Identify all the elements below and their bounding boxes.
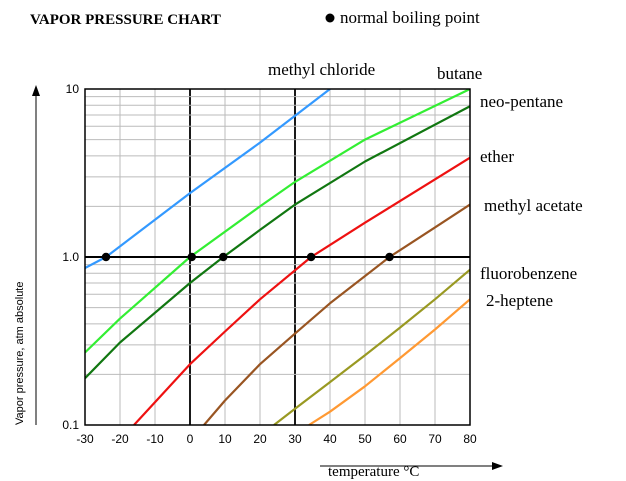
boiling-point-legend-label: normal boiling point — [340, 8, 480, 27]
series-line-neo-pentane — [85, 105, 470, 379]
x-tick-label: -30 — [76, 432, 94, 446]
boiling-point-marker — [101, 252, 111, 262]
y-tick-label: 1.0 — [62, 250, 79, 264]
x-tick-label: 20 — [253, 432, 267, 446]
y-tick-label: 0.1 — [62, 418, 79, 432]
series-label-fluorobenzene: fluorobenzene — [480, 264, 577, 283]
series-label-butane: butane — [437, 64, 482, 83]
plot-frame — [84, 88, 471, 426]
boiling-point-marker — [385, 252, 394, 262]
y-tick-label: 10 — [66, 82, 80, 96]
series-lines — [85, 89, 470, 425]
boiling-point-legend-marker — [325, 13, 335, 23]
x-axis-label: temperature °C — [328, 464, 419, 480]
chart-title: VAPOR PRESSURE CHART — [30, 12, 221, 28]
grid — [84, 89, 471, 425]
x-tick-labels: -30 -20 -10 0 10 20 30 40 50 60 70 80 — [76, 432, 477, 446]
y-tick-labels: 0.1 1.0 10 — [62, 82, 79, 432]
series-line-butane — [85, 89, 470, 354]
series-label-neo-pentane: neo-pentane — [480, 92, 563, 111]
series-line-2-heptene — [308, 298, 470, 425]
series-label-methyl-chloride: methyl chloride — [268, 60, 375, 79]
series-label-ether: ether — [480, 147, 514, 166]
boiling-point-marker — [219, 252, 228, 262]
boiling-point-marker — [187, 252, 196, 262]
series-labels: methyl chloride butane neo-pentane ether met… — [268, 60, 583, 310]
boiling-points — [101, 252, 394, 262]
x-tick-label: 10 — [218, 432, 232, 446]
x-tick-label: 70 — [428, 432, 442, 446]
series-line-methyl-acetate — [203, 203, 470, 425]
y-axis-arrowhead — [32, 85, 40, 96]
series-label-methyl-acetate: methyl acetate — [484, 196, 583, 215]
x-tick-label: 50 — [358, 432, 372, 446]
x-tick-label: -10 — [146, 432, 164, 446]
x-tick-label: 0 — [187, 432, 194, 446]
series-label-2-heptene: 2-heptene — [486, 291, 553, 310]
boiling-point-marker — [306, 252, 316, 262]
x-axis-arrowhead — [492, 462, 503, 470]
y-axis-label: Vapor pressure, atm absolute — [14, 282, 26, 425]
x-tick-label: 80 — [463, 432, 477, 446]
x-tick-label: 60 — [393, 432, 407, 446]
x-tick-label: -20 — [111, 432, 129, 446]
series-line-ether — [133, 156, 470, 425]
x-tick-label: 40 — [323, 432, 337, 446]
x-tick-label: 30 — [288, 432, 302, 446]
series-line-methyl-chloride — [85, 89, 331, 269]
series-line-fluorobenzene — [273, 268, 470, 425]
